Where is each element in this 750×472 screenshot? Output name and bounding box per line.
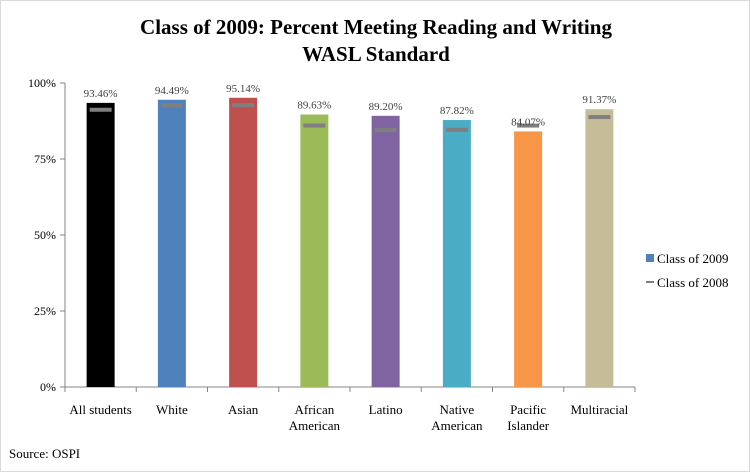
chart-title-line-1: Class of 2009: Percent Meeting Reading a… xyxy=(140,15,612,39)
data-label: 89.20% xyxy=(369,101,403,113)
data-label: 87.82% xyxy=(440,105,474,117)
category-label: All students xyxy=(69,402,131,417)
data-label: 95.14% xyxy=(226,83,260,95)
marker-class-of-2008 xyxy=(303,123,326,128)
bar-class-of-2009 xyxy=(86,102,115,388)
category-label: Latino xyxy=(369,402,403,417)
bar-class-of-2009 xyxy=(157,99,186,387)
y-tick-label: 75% xyxy=(34,152,56,166)
y-tick-label: 100% xyxy=(28,76,56,90)
category-label: White xyxy=(156,402,188,417)
bars-group: 93.46% All students 94.49% White 95.14% Asian… xyxy=(69,83,628,433)
marker-class-of-2008 xyxy=(374,128,397,133)
bar-class-of-2009 xyxy=(585,109,614,387)
marker-class-of-2008 xyxy=(588,115,611,120)
chart-title-line-2: WASL Standard xyxy=(302,42,450,66)
y-tick-label: 50% xyxy=(34,228,56,242)
data-label: 89.63% xyxy=(297,100,331,112)
bar-class-of-2009 xyxy=(514,131,543,387)
bar-class-of-2009 xyxy=(442,120,471,388)
data-label: 84.07% xyxy=(511,116,545,128)
category-label: Pacific Islander xyxy=(507,402,550,433)
category-label: African American xyxy=(289,402,341,433)
legend-label-class-of-2009: Class of 2009 xyxy=(657,251,729,266)
marker-class-of-2008 xyxy=(445,127,468,132)
marker-class-of-2008 xyxy=(89,107,112,112)
bar-class-of-2009 xyxy=(229,97,258,387)
data-label: 91.37% xyxy=(582,94,616,106)
data-label: 94.49% xyxy=(155,85,189,97)
legend-swatch-class-of-2009 xyxy=(646,254,654,262)
y-tick-label: 0% xyxy=(40,380,56,394)
bar-class-of-2009 xyxy=(300,114,329,387)
marker-class-of-2008 xyxy=(160,103,183,108)
marker-class-of-2008 xyxy=(517,123,540,128)
category-label: Native American xyxy=(431,402,483,433)
source-note: Source: OSPI xyxy=(9,446,80,461)
category-label: Multiracial xyxy=(570,402,628,417)
y-tick-label: 25% xyxy=(34,304,56,318)
legend-label-class-of-2008: Class of 2008 xyxy=(657,275,729,290)
bar-class-of-2009 xyxy=(371,115,400,387)
marker-class-of-2008 xyxy=(232,103,255,108)
category-label: Asian xyxy=(228,402,259,417)
data-label: 93.46% xyxy=(84,88,118,100)
legend: Class of 2009 Class of 2008 xyxy=(646,251,729,290)
